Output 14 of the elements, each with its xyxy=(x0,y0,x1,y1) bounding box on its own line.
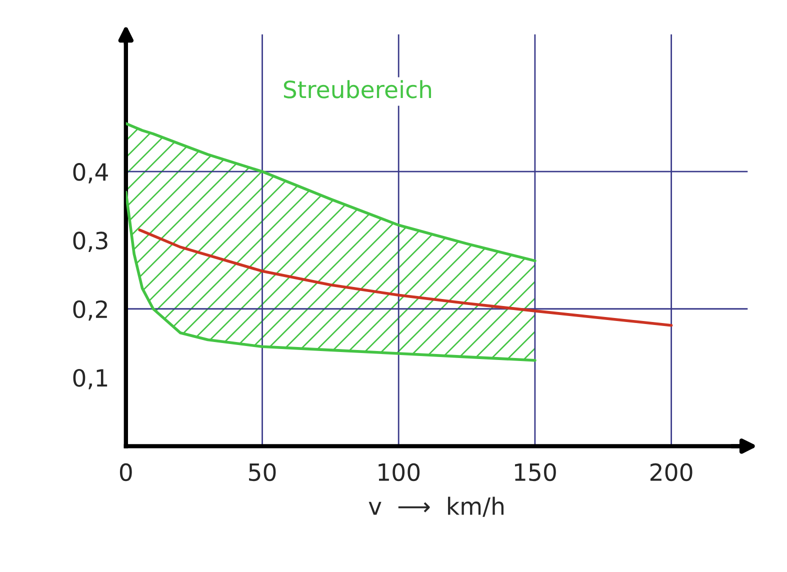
y-tick-label: 0,3 xyxy=(73,232,108,252)
text: Streubereich xyxy=(284,80,432,98)
x-tick-label: 0 xyxy=(120,463,132,482)
x-tick-label: 200 xyxy=(650,463,692,482)
y-tick-label: 0,1 xyxy=(73,368,108,390)
line-series xyxy=(138,228,673,327)
x-tick-label: 100 xyxy=(378,463,420,482)
y-tick-label: 0,4 xyxy=(73,163,108,184)
x-tick-label: 150 xyxy=(515,463,556,482)
line-series xyxy=(126,190,536,362)
x-axis-title: v ⟶ km/h xyxy=(368,496,504,517)
y-tick-label: 0,2 xyxy=(73,300,107,321)
line-series xyxy=(126,122,536,262)
x-tick-label: 50 xyxy=(249,463,276,482)
